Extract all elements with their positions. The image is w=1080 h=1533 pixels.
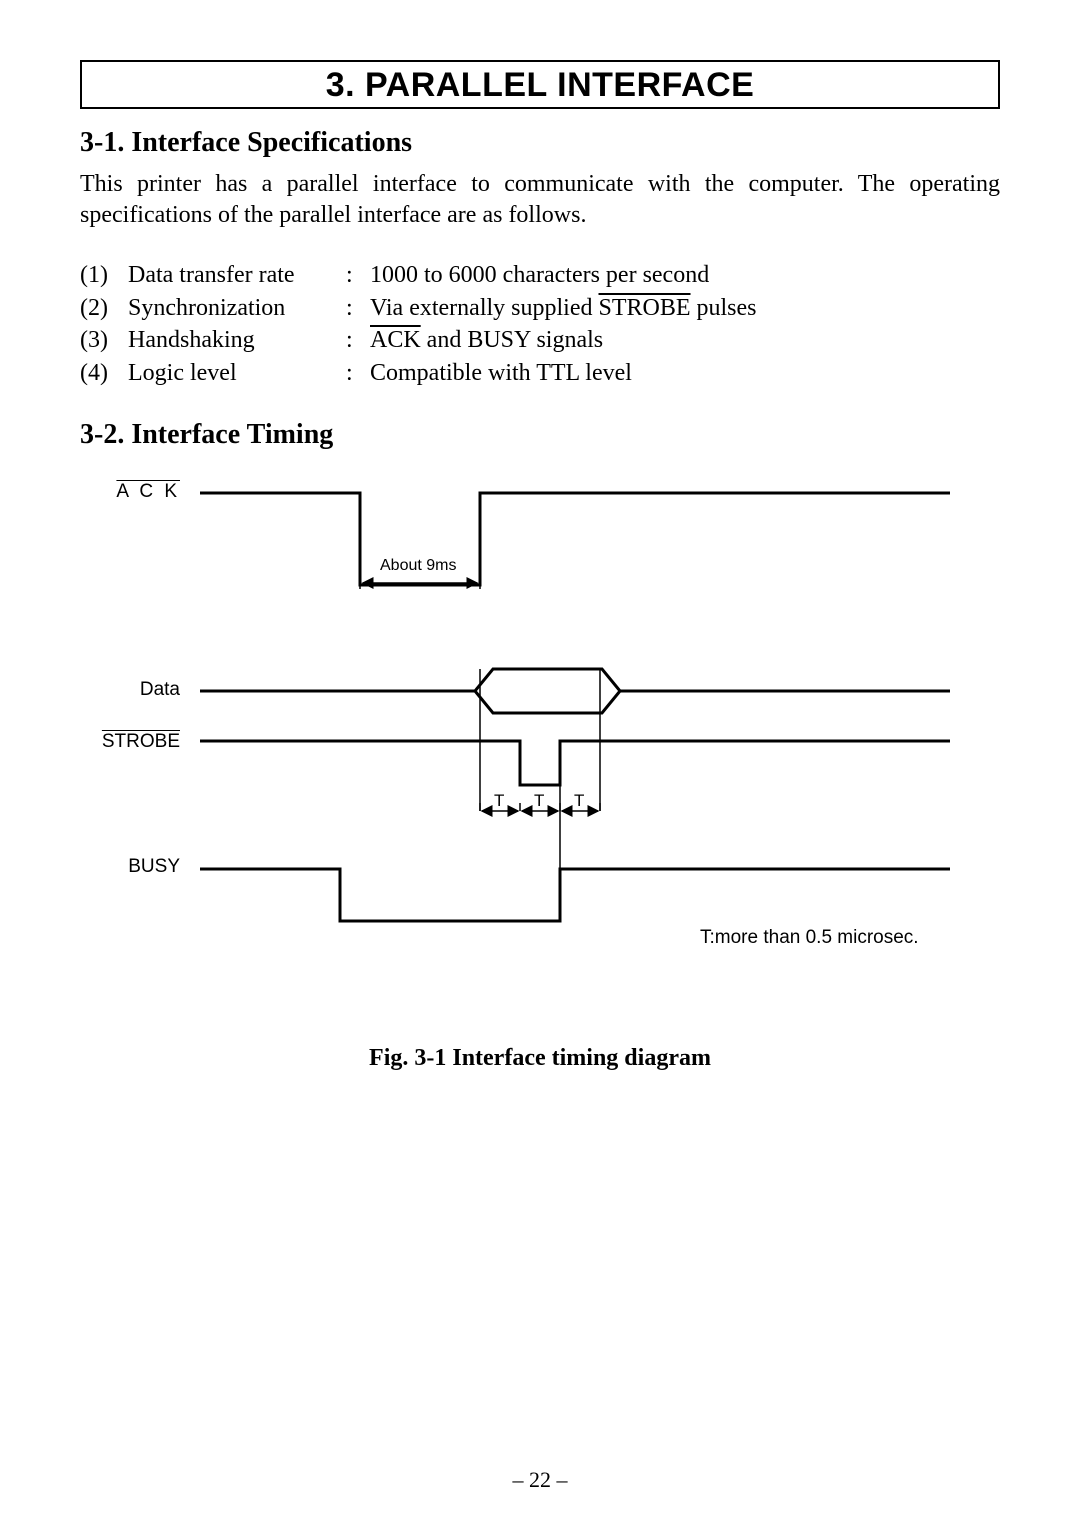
spec-row: (2) Synchronization : Via externally sup…	[80, 292, 1000, 324]
spec-row: (1) Data transfer rate : 1000 to 6000 ch…	[80, 259, 1000, 291]
section-intro: This printer has a parallel interface to…	[80, 169, 1000, 231]
spec-label: Handshaking	[128, 324, 346, 356]
spec-label: Data transfer rate	[128, 259, 346, 291]
chapter-title-box: 3. PARALLEL INTERFACE	[80, 60, 1000, 109]
spec-row: (3) Handshaking : ACK and BUSY signals	[80, 324, 1000, 356]
spec-num: (4)	[80, 357, 128, 389]
spec-label: Logic level	[128, 357, 346, 389]
spec-colon: :	[346, 357, 370, 389]
timing-svg	[80, 481, 980, 1001]
spec-value: Compatible with TTL level	[370, 357, 1000, 389]
spec-value: Via externally supplied STROBE pulses	[370, 292, 1000, 324]
spec-value: ACK and BUSY signals	[370, 324, 1000, 356]
spec-colon: :	[346, 324, 370, 356]
figure-caption: Fig. 3-1 Interface timing diagram	[80, 1045, 1000, 1072]
spec-label: Synchronization	[128, 292, 346, 324]
spec-list: (1) Data transfer rate : 1000 to 6000 ch…	[80, 259, 1000, 389]
section-heading-2: 3-2. Interface Timing	[80, 419, 1000, 451]
spec-colon: :	[346, 259, 370, 291]
spec-row: (4) Logic level : Compatible with TTL le…	[80, 357, 1000, 389]
page-content: 3. PARALLEL INTERFACE 3-1. Interface Spe…	[80, 60, 1000, 1072]
spec-value: 1000 to 6000 characters per second	[370, 259, 1000, 291]
spec-num: (1)	[80, 259, 128, 291]
section-heading-1: 3-1. Interface Specifications	[80, 127, 1000, 159]
spec-colon: :	[346, 292, 370, 324]
chapter-title: 3. PARALLEL INTERFACE	[82, 66, 998, 105]
timing-diagram: A C K Data STROBE BUSY About 9ms T:more …	[80, 481, 980, 1001]
spec-num: (2)	[80, 292, 128, 324]
page-number: – 22 –	[0, 1467, 1080, 1493]
spec-num: (3)	[80, 324, 128, 356]
